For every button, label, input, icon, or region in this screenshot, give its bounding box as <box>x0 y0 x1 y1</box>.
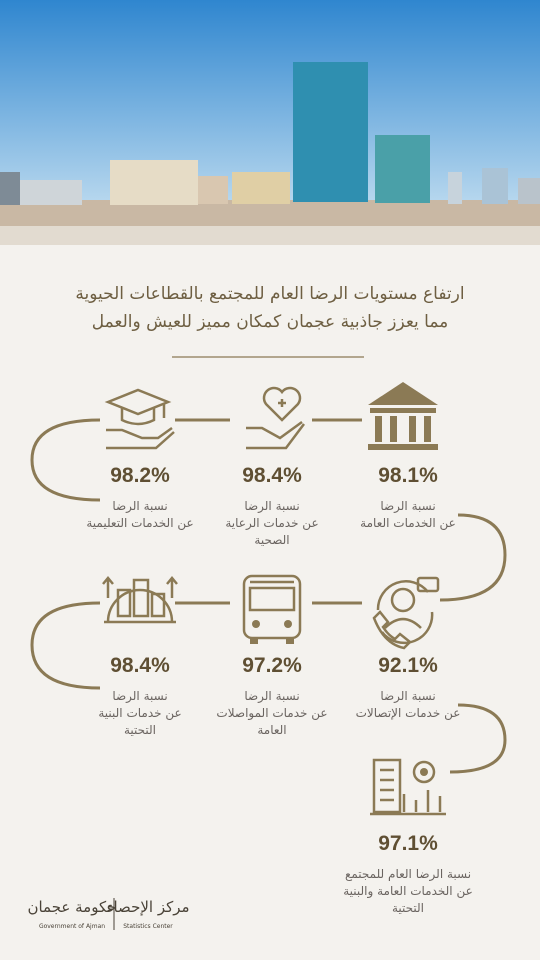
title-line: مما يعزز جاذبية عجمان كمكان مميز للعيش و… <box>92 312 449 332</box>
icon-health <box>246 386 305 450</box>
stat-value: 92.1% <box>378 654 438 677</box>
stat-label: التحتية <box>124 723 156 737</box>
stat-label: عن خدمات المواصلات <box>216 706 327 721</box>
stat-label: عن الخدمات العامة والبنية <box>343 884 473 899</box>
stat-label: العامة <box>257 723 286 737</box>
stat-label: نسبة الرضا <box>112 499 167 514</box>
stat-value: 98.4% <box>242 464 302 487</box>
stat-value: 98.4% <box>110 654 170 677</box>
stat-label: نسبة الرضا <box>380 499 435 514</box>
stat-label: عن خدمات الإتصالات <box>356 706 461 721</box>
center-logo-ar: مركز الإحصاء <box>106 898 189 916</box>
stat-label: التحتية <box>392 901 424 915</box>
stat-value: 97.1% <box>378 832 438 855</box>
title-line: ارتفاع مستويات الرضا العام للمجتمع بالقط… <box>75 284 464 304</box>
icon-infrastructure <box>102 576 178 624</box>
stat-value: 98.2% <box>110 464 170 487</box>
stat-label: نسبة الرضا <box>244 499 299 514</box>
stat-label: الصحية <box>254 533 289 547</box>
stat-label: نسبة الرضا <box>380 689 435 704</box>
stat-label: نسبة الرضا <box>244 689 299 704</box>
stat-label: نسبة الرضا العام للمجتمع <box>345 867 471 882</box>
footer-logos: حكومة عجمان Government of Ajman مركز الإ… <box>27 898 190 930</box>
stat-label: عن الخدمات التعليمية <box>86 516 193 531</box>
icon-city-gear <box>370 758 446 816</box>
icon-telecom <box>372 576 440 650</box>
stat-value: 98.1% <box>378 464 438 487</box>
connectors <box>30 418 507 774</box>
header-photo <box>0 0 540 245</box>
icon-building <box>368 382 438 450</box>
government-logo-ar: حكومة عجمان <box>27 898 116 916</box>
stat-value: 97.2% <box>242 654 302 677</box>
icon-bus <box>242 574 302 644</box>
government-logo-en: Government of Ajman <box>39 923 105 930</box>
stat-label: عن خدمات الرعاية <box>225 516 318 531</box>
stat-label: عن الخدمات العامة <box>360 516 456 531</box>
stat-label: نسبة الرضا <box>112 689 167 704</box>
stat-label: عن خدمات البنية <box>98 706 181 721</box>
center-logo-en: Statistics Center <box>123 923 173 930</box>
icon-education <box>104 388 175 450</box>
